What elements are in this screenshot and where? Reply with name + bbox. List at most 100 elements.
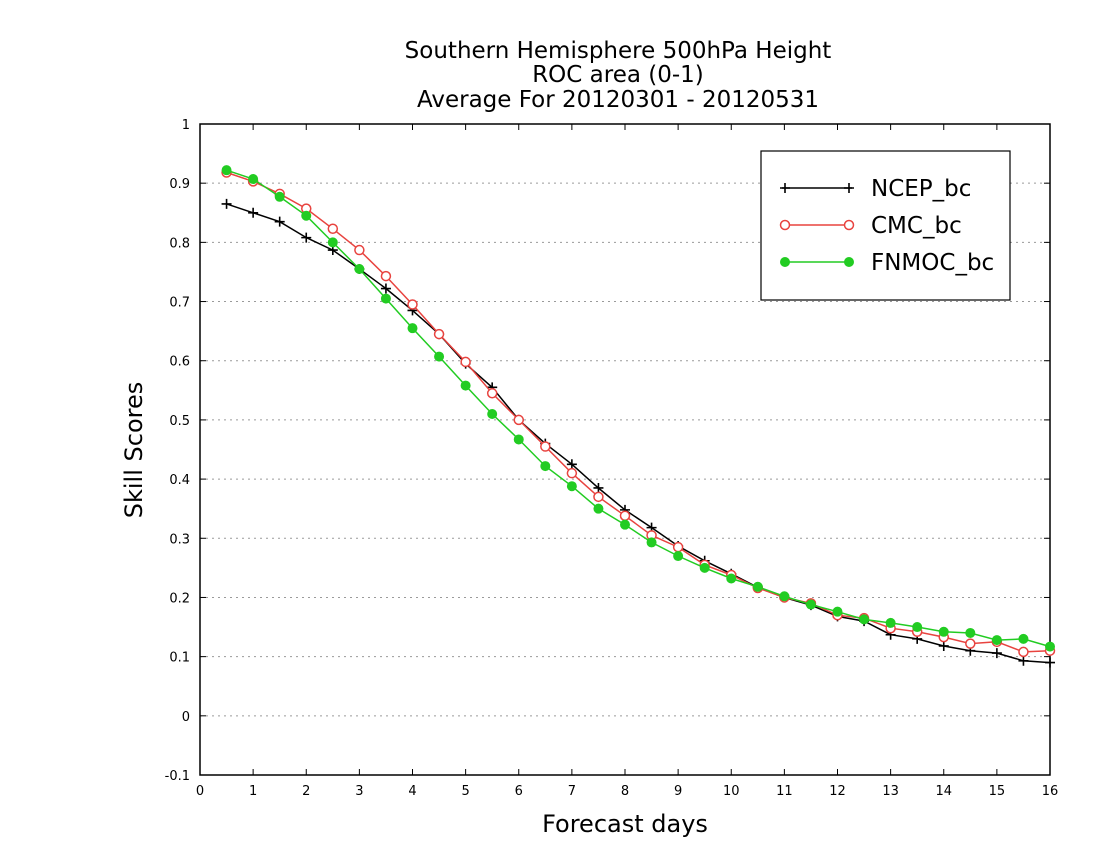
x-tick-label: 13 xyxy=(882,784,899,799)
legend-entry-fnmoc-bc: FNMOC_bc xyxy=(780,250,994,276)
data-point xyxy=(221,198,232,209)
data-point xyxy=(646,537,657,548)
data-point xyxy=(301,210,312,221)
y-tick-label: 0.8 xyxy=(169,236,190,251)
data-point xyxy=(380,293,391,304)
data-point xyxy=(354,244,365,256)
x-tick-label: 5 xyxy=(461,784,469,799)
y-tick-label: 1 xyxy=(182,118,190,133)
data-point xyxy=(885,617,896,628)
data-point xyxy=(327,223,339,235)
data-point xyxy=(1045,641,1055,652)
x-tick-label: 16 xyxy=(1042,784,1059,799)
data-point xyxy=(301,232,312,243)
data-point xyxy=(566,467,578,479)
series-fnmoc-bc xyxy=(221,165,1055,652)
legend-marker xyxy=(780,183,790,193)
chart-title-line-2: ROC area (0-1) xyxy=(532,62,704,88)
x-tick-label: 15 xyxy=(989,784,1006,799)
data-point xyxy=(380,270,392,282)
series-lines xyxy=(221,165,1056,668)
data-point xyxy=(673,551,684,562)
data-point xyxy=(354,263,365,274)
data-point xyxy=(1018,633,1029,644)
data-point xyxy=(407,299,418,310)
data-point xyxy=(593,491,604,503)
chart-title-line-3: Average For 20120301 - 20120531 xyxy=(417,87,819,113)
x-tick-label: 9 xyxy=(674,784,682,799)
legend-marker xyxy=(844,257,854,267)
legend-marker xyxy=(844,183,854,193)
data-point xyxy=(540,461,551,472)
legend: NCEP_bc CMC_bc FNMOC_bc xyxy=(760,150,1011,301)
x-tick-label: 10 xyxy=(723,784,740,799)
y-tick-label: 0.5 xyxy=(169,414,190,429)
data-point xyxy=(965,627,976,638)
x-tick-label: 2 xyxy=(302,784,310,799)
data-point xyxy=(726,573,737,584)
data-point xyxy=(859,614,870,625)
legend-marker xyxy=(780,257,790,267)
y-tick-label: 0 xyxy=(182,710,190,725)
y-tick-label: 0.6 xyxy=(169,355,190,370)
data-point xyxy=(1018,655,1029,666)
data-point xyxy=(487,408,498,419)
data-point xyxy=(938,626,949,637)
data-point xyxy=(1018,646,1029,658)
y-tick-label: 0.9 xyxy=(169,177,190,192)
y-tick-label: 0.4 xyxy=(169,473,190,488)
y-tick-label: -0.1 xyxy=(165,769,190,784)
data-point xyxy=(832,606,843,617)
x-tick-label: 0 xyxy=(196,784,204,799)
legend-entry-cmc-bc: CMC_bc xyxy=(779,213,962,239)
data-point xyxy=(965,638,976,649)
x-tick-label: 4 xyxy=(408,784,416,799)
data-point xyxy=(699,562,710,573)
data-point xyxy=(486,388,498,399)
data-point xyxy=(938,640,949,651)
data-point xyxy=(540,441,551,452)
data-point xyxy=(460,356,471,368)
x-tick-label: 14 xyxy=(935,784,952,799)
y-tick-label: 0.1 xyxy=(169,651,190,666)
data-point xyxy=(991,635,1002,646)
x-tick-label: 6 xyxy=(515,784,523,799)
data-point xyxy=(912,622,923,633)
data-point xyxy=(221,165,232,176)
chart-title: Southern Hemisphere 500hPa Height ROC ar… xyxy=(405,38,832,113)
data-point xyxy=(1045,657,1055,668)
y-tick-label: 0.7 xyxy=(169,296,190,311)
data-point xyxy=(380,283,391,294)
x-tick-label: 1 xyxy=(249,784,257,799)
chart-title-line-1: Southern Hemisphere 500hPa Height xyxy=(405,38,832,64)
data-point xyxy=(513,434,524,445)
data-point xyxy=(593,482,604,493)
data-point xyxy=(672,541,684,553)
data-point xyxy=(620,519,630,530)
x-tick-label: 7 xyxy=(568,784,576,799)
data-point xyxy=(407,323,418,334)
y-tick-label: 0.3 xyxy=(169,532,190,547)
x-tick-label: 12 xyxy=(829,784,846,799)
data-point xyxy=(248,174,259,185)
data-point xyxy=(593,503,604,514)
legend-marker xyxy=(843,219,855,231)
axes: -0.100.10.20.30.40.50.60.70.80.910 1 2 3 4 5 6… xyxy=(165,118,1059,799)
data-point xyxy=(433,328,445,340)
x-tick-label: 3 xyxy=(355,784,363,799)
data-point xyxy=(805,599,816,610)
data-point xyxy=(274,216,285,227)
x-tick-label: 11 xyxy=(776,784,793,799)
data-point xyxy=(619,510,631,522)
x-axis-label: Forecast days xyxy=(542,810,708,838)
data-point xyxy=(513,414,524,426)
legend-label: CMC_bc xyxy=(871,213,962,239)
data-point xyxy=(460,380,471,391)
y-tick-label: 0.2 xyxy=(169,591,190,606)
data-point xyxy=(779,591,790,602)
data-point xyxy=(327,237,338,248)
data-point xyxy=(434,351,445,362)
data-point xyxy=(566,481,577,492)
data-point xyxy=(566,459,577,470)
